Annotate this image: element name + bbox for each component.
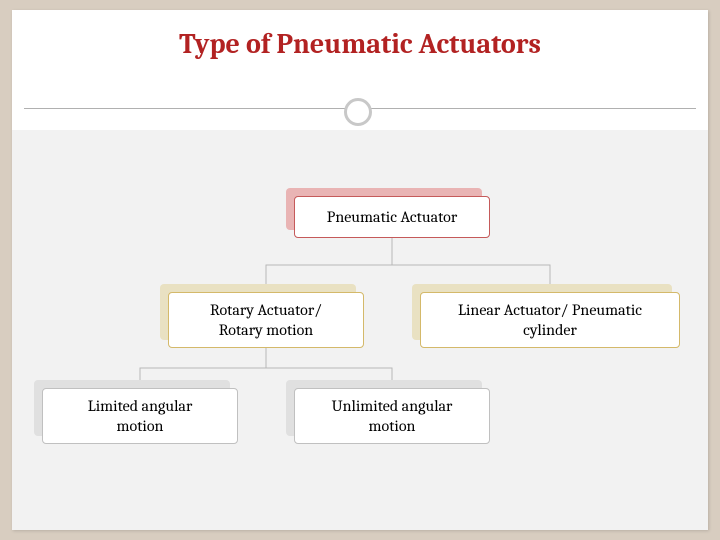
node-label: Rotary Actuator/ Rotary motion xyxy=(210,300,322,340)
slide-title: Type of Pneumatic Actuators xyxy=(12,28,708,60)
node-unlimited: Unlimited angular motion xyxy=(294,388,490,444)
node-limited: Limited angular motion xyxy=(42,388,238,444)
node-label: Limited angular motion xyxy=(88,396,193,436)
node-rotary: Rotary Actuator/ Rotary motion xyxy=(168,292,364,348)
node-linear: Linear Actuator/ Pneumatic cylinder xyxy=(420,292,680,348)
node-label: Pneumatic Actuator xyxy=(327,207,457,227)
divider-circle xyxy=(344,98,372,126)
node-label: Linear Actuator/ Pneumatic cylinder xyxy=(458,300,642,340)
node-root: Pneumatic Actuator xyxy=(294,196,490,238)
title-wrap: Type of Pneumatic Actuators xyxy=(12,10,708,60)
node-label: Unlimited angular motion xyxy=(332,396,453,436)
slide: Type of Pneumatic Actuators Pneumatic Ac… xyxy=(12,10,708,530)
